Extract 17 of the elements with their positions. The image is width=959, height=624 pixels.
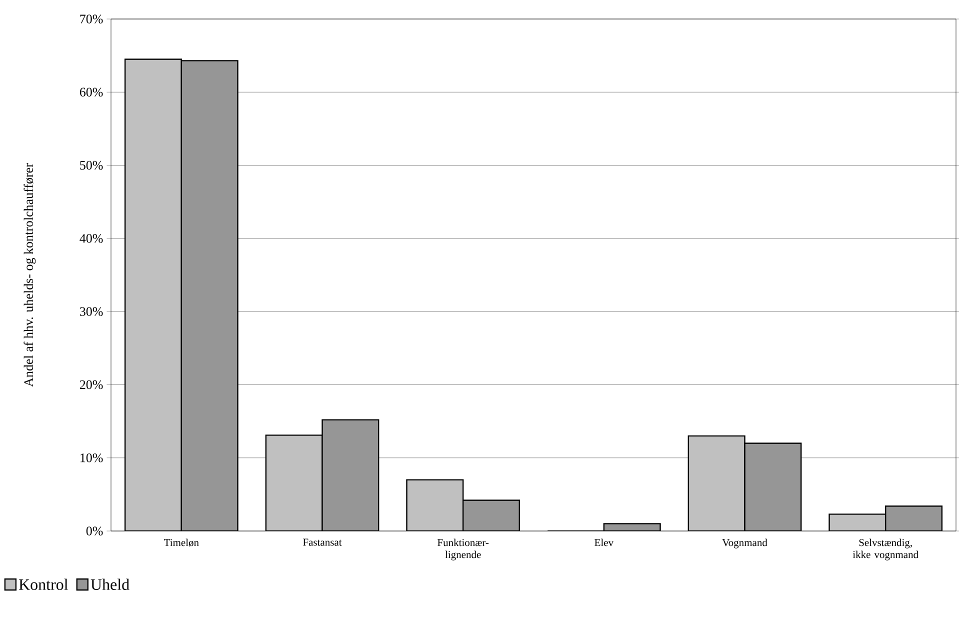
y-tick-label: 0%	[86, 526, 103, 536]
x-tick-label: Selvstændig, ikke vognmand	[852, 538, 918, 560]
x-tick-label: Vognmand	[722, 538, 768, 548]
y-tick-label: 60%	[80, 88, 103, 97]
y-axis-title: Andel af hhv. uhelds- og kontrolchauffører	[24, 163, 36, 387]
y-tick-label: 10%	[80, 453, 103, 462]
x-tick-label: Fastansat	[303, 538, 342, 546]
x-tick-label: Funktionær- lignende	[438, 538, 489, 560]
y-tick-label: 70%	[80, 14, 103, 24]
legend-label: Kontrol	[18, 578, 68, 590]
y-tick-label: 20%	[80, 380, 103, 390]
y-tick-label: 40%	[80, 234, 103, 243]
y-tick-label: 50%	[80, 160, 103, 170]
legend-label: Uheld	[90, 578, 130, 590]
y-tick-label: 30%	[80, 307, 103, 316]
x-tick-label: Timeløn	[164, 538, 199, 546]
x-tick-label: Elev	[594, 538, 614, 546]
